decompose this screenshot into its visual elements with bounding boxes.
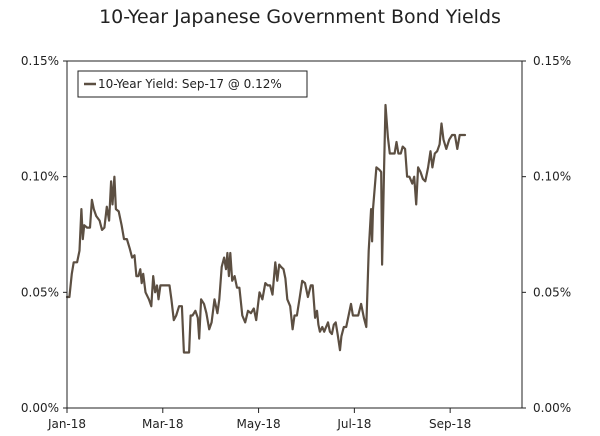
series-layer	[65, 103, 467, 354]
x-tick-label: May-18	[236, 417, 280, 431]
y-axis-right: 0.00% 0.05% 0.10% 0.15%	[522, 54, 571, 415]
y-tick-label-right: 0.00%	[533, 401, 571, 415]
legend-label: 10-Year Yield: Sep-17 @ 0.12%	[98, 77, 282, 91]
y-tick-label-right: 0.10%	[533, 170, 571, 184]
y-tick-label-left: 0.05%	[21, 285, 59, 299]
x-tick-label: Mar-18	[142, 417, 183, 431]
legend-box	[77, 70, 308, 98]
chart-title: 10-Year Japanese Government Bond Yields	[99, 6, 501, 28]
x-tick-label: Jul-18	[336, 417, 371, 431]
series-line-10y-yield	[65, 103, 467, 354]
x-axis: Jan-18 Mar-18 May-18 Jul-18 Sep-18	[47, 408, 471, 431]
y-tick-label-right: 0.15%	[533, 54, 571, 68]
y-axis-left: 0.00% 0.05% 0.10% 0.15%	[21, 54, 67, 415]
x-tick-label: Jan-18	[47, 417, 86, 431]
plot-frame	[66, 60, 523, 409]
y-tick-label-left: 0.15%	[21, 54, 59, 68]
legend: 10-Year Yield: Sep-17 @ 0.12%	[77, 70, 308, 98]
y-tick-label-left: 0.10%	[21, 170, 59, 184]
y-tick-label-right: 0.05%	[533, 285, 571, 299]
y-tick-label-left: 0.00%	[21, 401, 59, 415]
x-tick-label: Sep-18	[429, 417, 471, 431]
